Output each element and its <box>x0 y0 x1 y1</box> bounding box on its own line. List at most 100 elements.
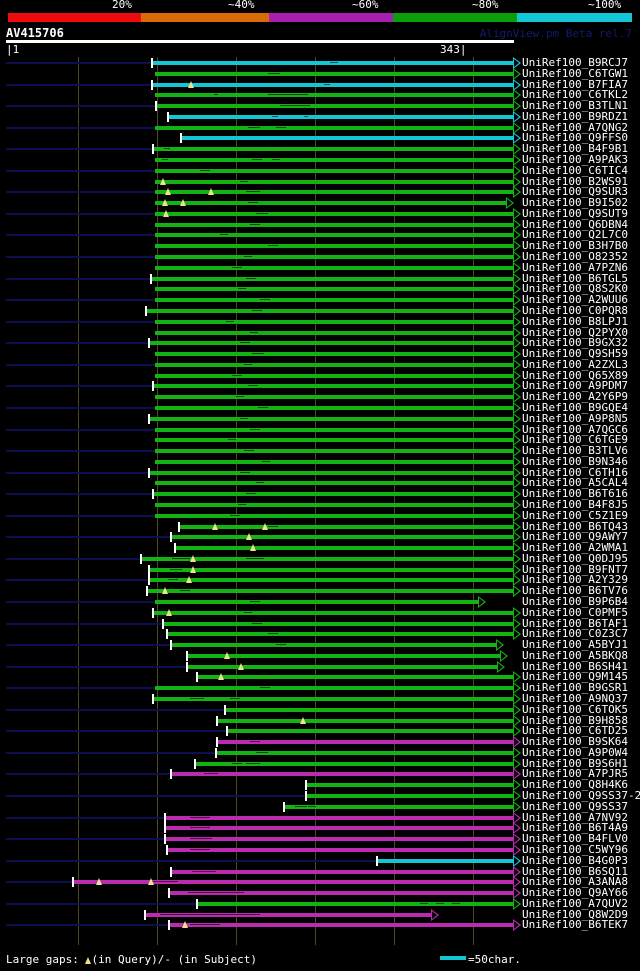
alignment-row[interactable]: UniRef100_C6TIC4 <box>0 164 640 177</box>
alignment-bar[interactable] <box>155 179 513 184</box>
alignment-bar[interactable] <box>155 427 513 432</box>
hit-label[interactable]: UniRef100_B6T616 <box>522 487 628 501</box>
alignment-row[interactable]: UniRef100_A2WUU6 <box>0 293 640 307</box>
alignment-bar[interactable] <box>155 233 513 238</box>
alignment-bar[interactable] <box>196 901 513 906</box>
hit-label[interactable]: UniRef100_B6TQ43 <box>522 519 628 533</box>
hit-label[interactable]: UniRef100_A5BKQ8 <box>522 648 628 662</box>
alignment-row[interactable]: UniRef100_B9GQE4 <box>0 401 640 414</box>
hit-label[interactable]: UniRef100_C6TD25 <box>522 724 628 738</box>
hit-label[interactable]: UniRef100_A7QUV2 <box>522 896 628 910</box>
alignment-bar[interactable] <box>148 416 513 421</box>
alignment-bar[interactable] <box>170 535 513 540</box>
hit-label[interactable]: UniRef100_Q8S2K0 <box>522 282 628 296</box>
alignment-row[interactable]: UniRef100_B2WS91 <box>0 174 640 188</box>
alignment-row[interactable]: UniRef100_Q9SS37 <box>0 800 640 813</box>
hit-label[interactable]: UniRef100_A2WUU6 <box>522 293 628 307</box>
hit-label[interactable]: UniRef100_Q0DJ95 <box>522 551 628 565</box>
hit-label[interactable]: UniRef100_C6TOK5 <box>522 702 628 716</box>
hit-label[interactable]: UniRef100_A9NQ37 <box>522 692 628 706</box>
alignment-bar[interactable] <box>170 643 496 648</box>
alignment-row[interactable]: UniRef100_B6T616 <box>0 487 640 501</box>
hit-label[interactable]: UniRef100_B6TGL5 <box>522 271 628 285</box>
hit-label[interactable]: UniRef100_B9N346 <box>522 454 628 468</box>
hit-label[interactable]: UniRef100_A7QGC6 <box>522 422 628 436</box>
alignment-row[interactable]: UniRef100_B3TLV6 <box>0 444 640 458</box>
alignment-row[interactable]: UniRef100_B9H858 <box>0 714 640 727</box>
alignment-row[interactable]: UniRef100_C0PMF5 <box>0 605 640 619</box>
alignment-row[interactable]: UniRef100_A7PZN6 <box>0 261 640 274</box>
alignment-bar[interactable] <box>186 653 500 658</box>
hit-label[interactable]: UniRef100_A9PDM7 <box>522 379 628 393</box>
alignment-row[interactable]: UniRef100_Q9FFS0 <box>0 131 640 145</box>
alignment-bar[interactable] <box>145 308 513 313</box>
alignment-row[interactable]: UniRef100_A9P8N5 <box>0 411 640 425</box>
alignment-bar[interactable] <box>152 384 513 389</box>
hit-label[interactable]: UniRef100_O82352 <box>522 250 628 264</box>
alignment-bar[interactable] <box>283 804 513 809</box>
alignment-row[interactable]: UniRef100_A2ZXL3 <box>0 358 640 371</box>
alignment-row[interactable]: UniRef100_Q9M145 <box>0 670 640 684</box>
hit-label[interactable]: UniRef100_A5CAL4 <box>522 476 628 490</box>
alignment-row[interactable]: UniRef100_C6TKL2 <box>0 88 640 102</box>
alignment-bar[interactable] <box>155 298 513 303</box>
hit-label[interactable]: UniRef100_C0PMF5 <box>522 605 628 619</box>
hit-label[interactable]: UniRef100_A9P8N5 <box>522 411 628 425</box>
alignment-bar[interactable] <box>155 330 513 335</box>
hit-label[interactable]: UniRef100_A7NV92 <box>522 810 628 824</box>
hit-label[interactable]: UniRef100_B9GX32 <box>522 336 628 350</box>
alignment-bar[interactable] <box>170 869 513 874</box>
hit-label[interactable]: UniRef100_B3TLN1 <box>522 99 628 113</box>
hit-label[interactable]: UniRef100_C6TGE9 <box>522 433 628 447</box>
alignment-row[interactable]: UniRef100_B9RDZ1 <box>0 110 640 123</box>
alignment-row[interactable]: UniRef100_B4G0P3 <box>0 854 640 867</box>
alignment-row[interactable]: UniRef100_C6TD25 <box>0 724 640 738</box>
hit-label[interactable]: UniRef100_Q9M145 <box>522 670 628 684</box>
alignment-bar[interactable] <box>152 610 513 615</box>
alignment-bar[interactable] <box>174 546 513 551</box>
hit-label[interactable]: UniRef100_B6TAF1 <box>522 616 628 630</box>
hit-label[interactable]: UniRef100_A9P0W4 <box>522 745 628 759</box>
alignment-row[interactable]: UniRef100_B6SQ11 <box>0 865 640 878</box>
alignment-row[interactable]: UniRef100_C6TH16 <box>0 466 640 479</box>
alignment-bar[interactable] <box>155 438 513 443</box>
alignment-bar[interactable] <box>168 923 513 928</box>
alignment-bar[interactable] <box>155 168 513 173</box>
alignment-row[interactable]: UniRef100_A3ANA8 <box>0 875 640 889</box>
alignment-row[interactable]: UniRef100_A9P0W4 <box>0 745 640 759</box>
hit-label[interactable]: UniRef100_Q9SUT9 <box>522 206 628 220</box>
alignment-row[interactable]: UniRef100_C6TGW1 <box>0 66 640 80</box>
alignment-row[interactable]: UniRef100_Q0DJ95 <box>0 551 640 565</box>
alignment-bar[interactable] <box>155 319 513 324</box>
alignment-bar[interactable] <box>164 826 513 831</box>
alignment-bar[interactable] <box>224 707 513 712</box>
alignment-bar[interactable] <box>155 244 513 249</box>
alignment-row[interactable]: UniRef100_B9FNT7 <box>0 563 640 576</box>
alignment-bar[interactable] <box>226 729 513 734</box>
alignment-bar[interactable] <box>194 761 513 766</box>
alignment-row[interactable]: UniRef100_Q9SUT9 <box>0 206 640 220</box>
alignment-bar[interactable] <box>215 750 513 755</box>
alignment-row[interactable]: UniRef100_A7QUV2 <box>0 896 640 910</box>
alignment-bar[interactable] <box>152 697 513 702</box>
hit-label[interactable]: UniRef100_C6TGW1 <box>522 66 628 80</box>
alignment-row[interactable]: UniRef100_Q9SH59 <box>0 347 640 361</box>
hit-label[interactable]: UniRef100_B9S6H1 <box>522 756 628 770</box>
alignment-bar[interactable] <box>186 664 497 669</box>
alignment-bar[interactable] <box>144 912 431 917</box>
alignment-bar[interactable] <box>164 815 513 820</box>
alignment-row[interactable]: UniRef100_B6SH41 <box>0 659 640 673</box>
alignment-row[interactable]: UniRef100_B9P6B4 <box>0 595 640 608</box>
alignment-bar[interactable] <box>155 211 513 216</box>
hit-label[interactable]: UniRef100_A9PAK3 <box>522 153 628 167</box>
hit-label[interactable]: UniRef100_Q9AWY7 <box>522 530 628 544</box>
alignment-row[interactable]: UniRef100_B4F8J5 <box>0 498 640 511</box>
hit-label[interactable]: UniRef100_B2WS91 <box>522 174 628 188</box>
alignment-bar[interactable] <box>152 492 513 497</box>
alignment-row[interactable]: UniRef100_A9PAK3 <box>0 153 640 167</box>
alignment-row[interactable]: UniRef100_B9I502 <box>0 196 640 210</box>
hit-label[interactable]: UniRef100_C0Z3C7 <box>522 627 628 641</box>
alignment-bar[interactable] <box>155 158 513 163</box>
alignment-row[interactable]: UniRef100_A5BYJ1 <box>0 638 640 652</box>
hit-label[interactable]: UniRef100_B6SH41 <box>522 659 628 673</box>
